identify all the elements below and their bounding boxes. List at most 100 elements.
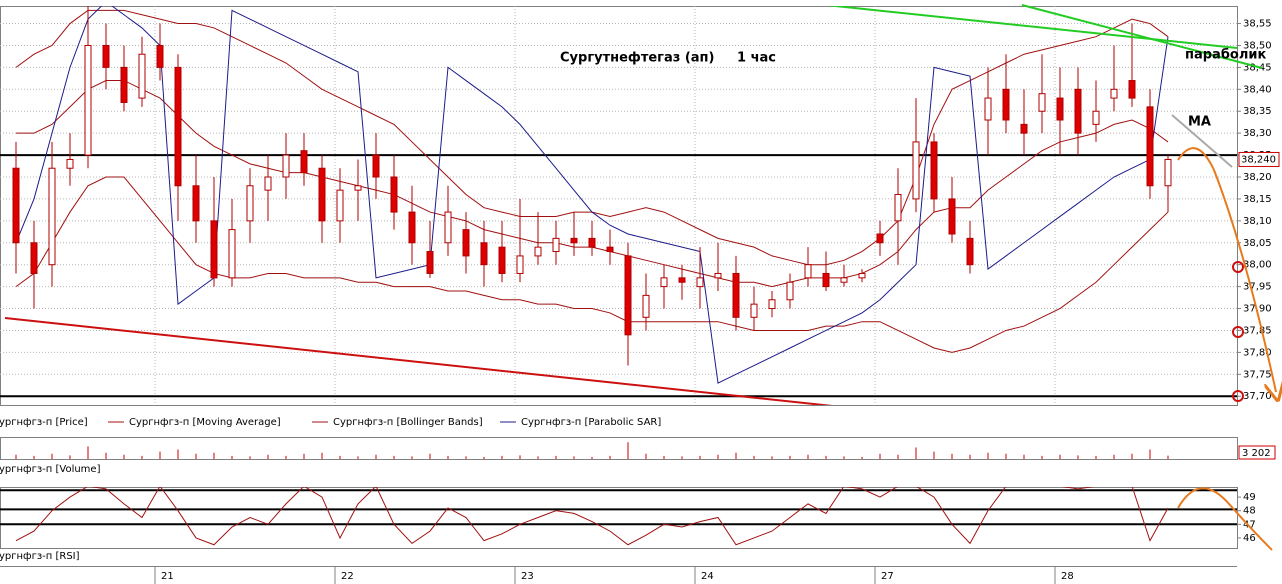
legend-label: Сургнфгз-п [Moving Average]	[129, 417, 281, 428]
candle-body	[786, 281, 794, 301]
candle-body	[678, 277, 686, 283]
support-trendline	[4, 317, 833, 405]
y-tick-label: 38,35	[1243, 106, 1272, 117]
candle-body	[192, 185, 200, 222]
price-panel	[0, 6, 1238, 406]
x-tick-label: 27	[881, 571, 894, 582]
candle-body	[66, 158, 74, 169]
candle-body	[948, 198, 956, 235]
target-marker	[1232, 390, 1244, 402]
y-tick-label: 38,50	[1243, 40, 1272, 51]
candle-body	[912, 141, 920, 200]
annotation: параболик	[1185, 48, 1266, 63]
y-tick-label: 38,05	[1243, 238, 1272, 249]
candle-body	[660, 277, 668, 288]
candle-body	[282, 154, 290, 178]
candle-body	[1002, 88, 1010, 121]
resistance-trendline	[825, 6, 1237, 49]
legend-label: Сургнфгз-п [RSI]	[0, 551, 80, 562]
overlay-layer: Сургутнефтегаз (ап) 1 час параболик МА С…	[0, 4, 1276, 562]
candle-body	[498, 246, 506, 274]
overlay-line	[15, 6, 1169, 384]
candle-body	[930, 141, 938, 200]
legend-label: Сургнфгз-п [Parabolic SAR]	[521, 417, 661, 428]
candle-body	[642, 294, 650, 318]
candle-body	[30, 242, 38, 274]
y-tick-label: 38,20	[1243, 172, 1272, 183]
candle-body	[48, 167, 56, 266]
candle-body	[1128, 80, 1136, 99]
y-tick-label: 38,30	[1243, 128, 1272, 139]
candle-body	[1092, 110, 1100, 125]
y-tick-label: 49	[1243, 492, 1256, 503]
candle-body	[480, 242, 488, 266]
chart-subtitle: 1 час	[737, 51, 776, 66]
x-tick-label: 24	[701, 571, 714, 582]
candle-body	[372, 154, 380, 178]
rsi-line	[15, 487, 1169, 546]
target-marker	[1232, 261, 1244, 273]
candle-body	[264, 176, 272, 191]
resistance-trendline	[1021, 4, 1263, 69]
candle-body	[228, 229, 236, 279]
candle-body	[768, 299, 776, 310]
candle-body	[696, 277, 704, 288]
candle-body	[102, 44, 110, 68]
candle-body	[12, 167, 20, 244]
candle-body	[120, 66, 128, 103]
x-tick-label: 21	[161, 571, 174, 582]
candle-body	[1074, 88, 1082, 134]
y-tick-label: 38,00	[1243, 260, 1272, 271]
overlay-line	[15, 176, 1169, 353]
candle-body	[426, 251, 434, 274]
candle-body	[822, 272, 830, 288]
candle-body	[858, 272, 866, 279]
y-tick-label: 37,75	[1243, 369, 1272, 380]
y-tick-label: 37,70	[1243, 391, 1272, 402]
candle-body	[570, 237, 578, 244]
candle-body	[894, 194, 902, 222]
candle-body	[1146, 106, 1154, 187]
volume-label: 3 202	[1242, 448, 1271, 459]
y-tick-label: 46	[1243, 533, 1256, 544]
price-plot	[0, 6, 1237, 405]
candle-body	[138, 53, 146, 99]
candle-body	[210, 220, 218, 279]
last-price-label: 38,240	[1241, 154, 1276, 165]
annotation: МА	[1188, 115, 1211, 130]
candle-body	[354, 185, 362, 191]
candle-body	[336, 189, 344, 222]
candle-body	[876, 233, 884, 244]
candle-body	[1056, 97, 1064, 121]
candle-body	[462, 229, 470, 257]
y-tick-label: 38,10	[1243, 216, 1272, 227]
last-price-box	[1238, 151, 1280, 167]
volume-label-box	[1238, 445, 1276, 460]
candle-body	[444, 211, 452, 244]
ma-extension	[1171, 114, 1233, 168]
candle-body	[246, 185, 254, 222]
candle-body	[156, 44, 164, 68]
x-tick-label: 23	[521, 571, 534, 582]
legend-label: Сургнфгз-п [Price]	[0, 417, 88, 428]
trendlines	[4, 6, 1237, 405]
rsi-forecast-arrow	[1177, 487, 1273, 551]
candle-body	[1020, 123, 1028, 134]
forecast-arrow	[1177, 147, 1276, 392]
volume-panel	[0, 437, 1238, 460]
candle-body	[714, 272, 722, 279]
candle-body	[606, 246, 614, 253]
candle-body	[300, 150, 308, 174]
candle-body	[804, 264, 812, 279]
candle-body	[516, 255, 524, 274]
candle-body	[534, 246, 542, 257]
y-tick-label: 37,85	[1243, 325, 1272, 336]
y-tick-label: 47	[1243, 519, 1256, 530]
legend-label: Сургнфгз-п [Volume]	[0, 464, 101, 475]
x-tick-label: 28	[1061, 571, 1074, 582]
y-tick-label: 37,95	[1243, 282, 1272, 293]
y-tick-label: 37,80	[1243, 347, 1272, 358]
candle-body	[966, 237, 974, 266]
